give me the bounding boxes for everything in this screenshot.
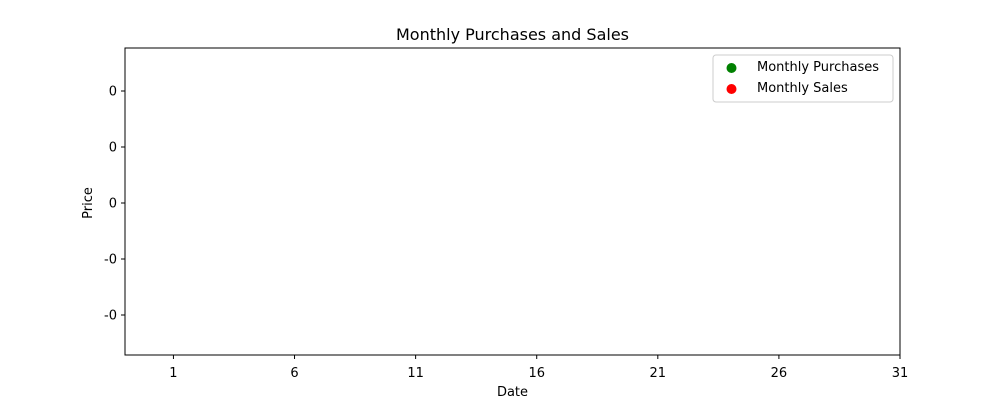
y-tick-label: -0 <box>104 253 117 268</box>
y-axis-label: Price <box>81 187 96 219</box>
legend-box <box>712 54 894 103</box>
legend-entry-monthly-purchases: Monthly Purchases <box>726 60 879 75</box>
legend-label-monthly-purchases: Monthly Purchases <box>757 60 879 75</box>
y-axis-ticks: 0 0 0 -0 -0 <box>104 85 125 324</box>
x-tick-label: 11 <box>407 366 424 381</box>
x-axis-label: Date <box>497 385 528 400</box>
x-axis-ticks: 1 6 11 16 21 26 31 <box>169 355 908 381</box>
x-tick-label: 16 <box>528 366 545 381</box>
y-tick-label: -0 <box>104 309 117 324</box>
y-tick-label: 0 <box>109 141 117 156</box>
x-tick-label: 1 <box>169 366 177 381</box>
chart-title: Monthly Purchases and Sales <box>396 25 629 44</box>
x-tick-label: 6 <box>290 366 298 381</box>
legend-marker-monthly-sales <box>726 84 737 94</box>
y-tick-label: 0 <box>109 197 117 212</box>
x-tick-label: 21 <box>650 366 667 381</box>
legend-entry-monthly-sales: Monthly Sales <box>726 81 848 96</box>
x-tick-label: 26 <box>771 366 788 381</box>
y-tick-label: 0 <box>109 85 117 100</box>
x-tick-label: 31 <box>892 366 909 381</box>
plot-area-frame <box>124 47 901 356</box>
legend-label-monthly-sales: Monthly Sales <box>757 81 848 96</box>
legend-marker-monthly-purchases <box>726 63 737 73</box>
legend: Monthly Purchases Monthly Sales <box>712 54 894 103</box>
